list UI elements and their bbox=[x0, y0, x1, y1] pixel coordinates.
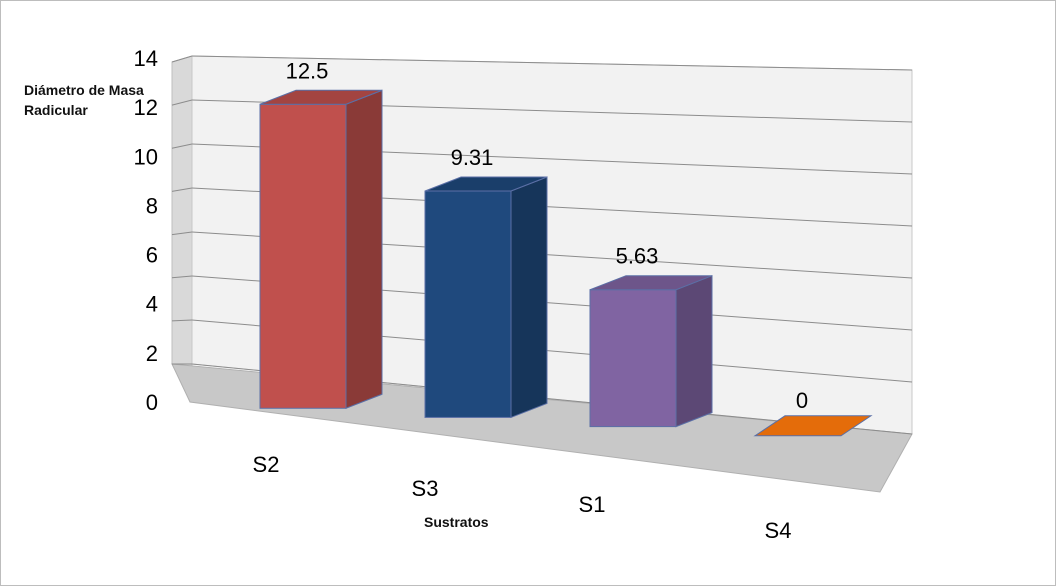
y-tick-label: 0 bbox=[146, 390, 158, 415]
y-tick-label: 4 bbox=[146, 292, 158, 317]
bar-side bbox=[345, 89, 383, 410]
y-axis-ticks: 0 2 4 6 8 10 12 14 bbox=[134, 46, 158, 415]
category-label: S3 bbox=[412, 476, 439, 501]
category-label: S2 bbox=[253, 452, 280, 477]
side-gridline bbox=[171, 275, 193, 279]
y-tick-label: 8 bbox=[146, 193, 158, 218]
y-tick-label: 6 bbox=[146, 243, 158, 268]
side-wall bbox=[171, 55, 193, 403]
category-label: S1 bbox=[579, 492, 606, 517]
side-gridline bbox=[171, 99, 193, 106]
gridline bbox=[191, 55, 913, 71]
y-tick-label: 12 bbox=[134, 95, 158, 120]
bar-side bbox=[675, 274, 713, 428]
bar-side bbox=[510, 176, 548, 419]
bar-flat bbox=[753, 415, 873, 437]
y-tick-label: 10 bbox=[134, 144, 158, 169]
category-labels: S2 S3 S1 S4 bbox=[253, 452, 792, 543]
bar-top bbox=[424, 176, 548, 192]
side-gridline bbox=[171, 55, 193, 63]
bar-front bbox=[589, 289, 677, 428]
data-label: 9.31 bbox=[451, 145, 494, 170]
y-tick-label: 14 bbox=[134, 46, 158, 71]
bars bbox=[259, 89, 873, 437]
y-tick-label: 2 bbox=[146, 341, 158, 366]
data-label: 5.63 bbox=[616, 244, 659, 269]
y-axis-title: Diámetro de Masa Radicular bbox=[24, 82, 144, 118]
category-label: S4 bbox=[765, 518, 792, 543]
bar-front bbox=[424, 190, 512, 418]
data-label: 12.5 bbox=[286, 58, 329, 83]
side-gridline bbox=[171, 319, 193, 322]
bar-front bbox=[259, 103, 347, 409]
x-axis-title: Sustratos bbox=[424, 514, 489, 530]
data-label: 0 bbox=[796, 388, 808, 413]
side-gridline bbox=[171, 143, 193, 149]
side-gridline bbox=[171, 231, 193, 236]
bar-top bbox=[589, 275, 713, 291]
bar-top bbox=[259, 89, 383, 105]
side-gridline bbox=[171, 187, 193, 192]
value-labels: 12.5 9.31 5.63 0 bbox=[286, 58, 809, 413]
